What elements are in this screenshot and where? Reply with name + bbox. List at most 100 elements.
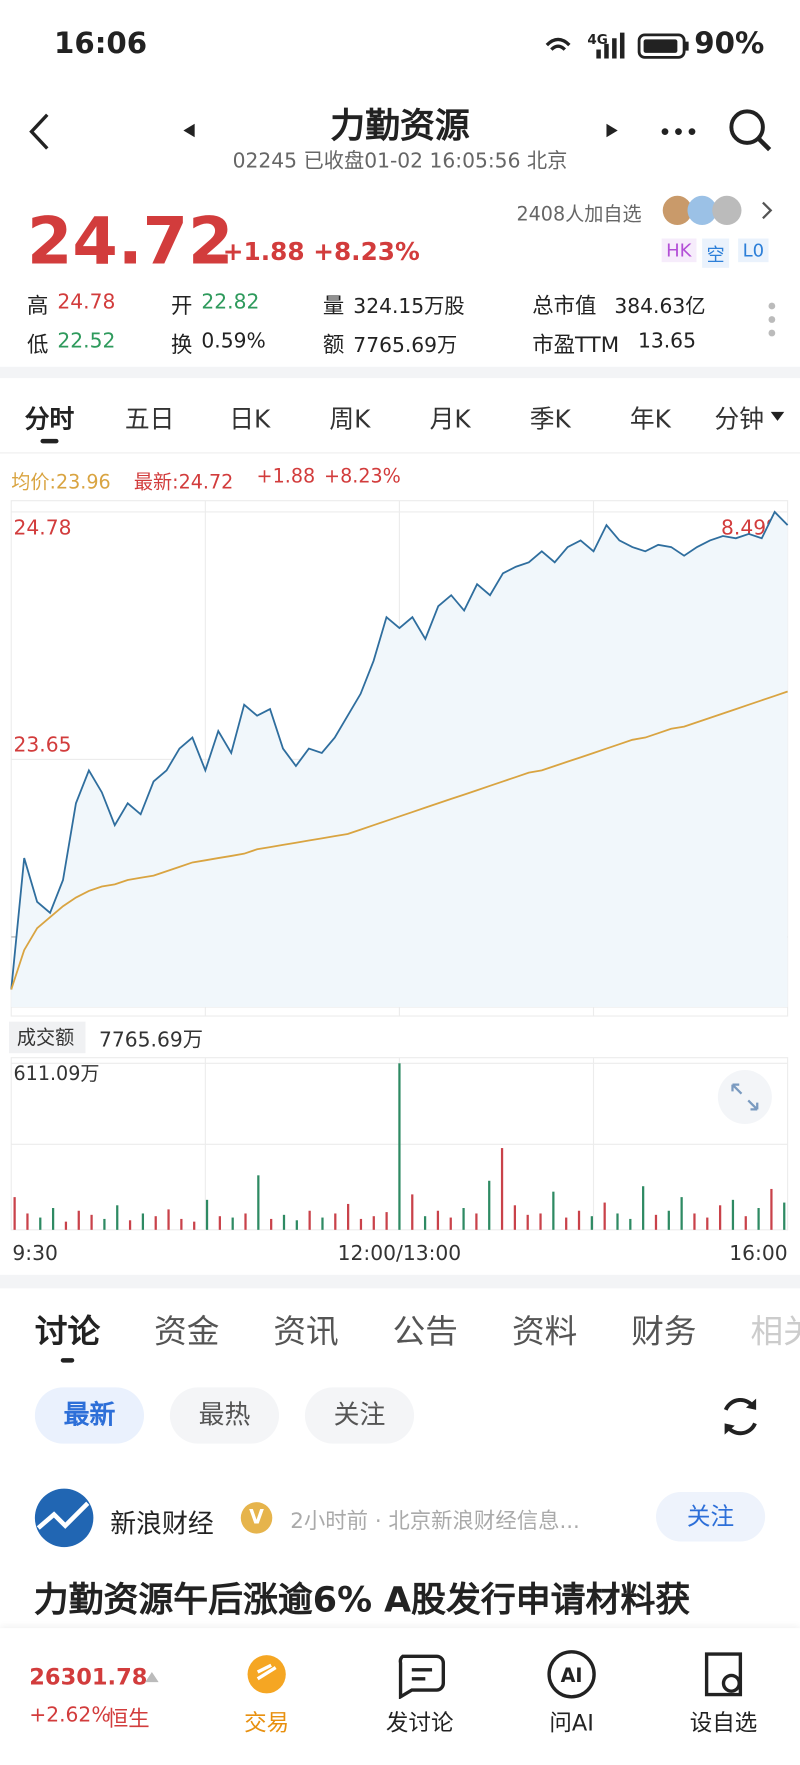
volume-bar [398, 1063, 401, 1230]
stat-label: 高 [27, 293, 49, 319]
badge: HK [661, 238, 696, 263]
author-avatar[interactable] [34, 1487, 97, 1550]
period-tab[interactable]: 季K [529, 406, 571, 435]
news-tab[interactable]: 公告 [392, 1311, 458, 1351]
battery-icon [637, 33, 689, 59]
filter-pill[interactable]: 关注 [304, 1387, 415, 1444]
stat-value: 13.65 [637, 329, 696, 354]
news-tab[interactable]: 财务 [631, 1311, 697, 1351]
nav-item[interactable]: 交易 [244, 1709, 290, 1737]
volume-bar [308, 1210, 311, 1230]
period-tab[interactable]: 分时 [24, 406, 75, 435]
tab-indicator [60, 1358, 75, 1363]
volume-bar [642, 1186, 645, 1230]
volume-bar [218, 1216, 221, 1230]
volume-bar [26, 1213, 29, 1230]
refresh-button[interactable] [716, 1392, 766, 1442]
nav-item[interactable]: 设自选 [689, 1709, 758, 1737]
volume-bar [423, 1216, 427, 1230]
period-tab[interactable]: 年K [629, 406, 671, 435]
svg-text:AI: AI [561, 1664, 583, 1687]
badge: L0 [738, 238, 769, 263]
stat-value: 24.78 [57, 290, 116, 314]
y-tick-label: 23.65 [14, 733, 72, 757]
stat-value: 324.15万股 [353, 294, 465, 319]
dropdown-icon[interactable] [770, 410, 786, 424]
period-tab[interactable]: 月K [429, 406, 471, 435]
follow-button[interactable]: 关注 [655, 1491, 766, 1542]
more-stats[interactable] [765, 302, 779, 340]
stat-label: 总市值 [532, 293, 597, 319]
nav-item[interactable]: 发讨论 [385, 1709, 454, 1737]
price-area [11, 511, 788, 1008]
volume-title-bg [9, 1021, 86, 1054]
volume-bar [718, 1205, 722, 1230]
stock-subtitle: 02245 已收盘01-02 16:05:56 北京 [232, 149, 568, 174]
volume-bar [141, 1213, 145, 1230]
volume-bar [590, 1216, 593, 1230]
volume-bar [205, 1199, 209, 1230]
volume-bar [526, 1214, 529, 1230]
divider [0, 366, 800, 379]
stat-label: 换 [171, 333, 193, 358]
news-tab[interactable]: 资料 [511, 1311, 578, 1351]
volume-bar [257, 1175, 260, 1230]
volume-bar [449, 1217, 452, 1230]
volume-bar [154, 1216, 157, 1230]
volume-bar [244, 1213, 247, 1230]
post-headline[interactable]: 力勤资源午后涨逾6% A股发行申请材料获 [33, 1579, 691, 1621]
expand-button[interactable] [717, 1070, 772, 1125]
volume-bar [552, 1191, 555, 1230]
volume-bar [347, 1203, 350, 1230]
news-tab[interactable]: 资讯 [273, 1311, 339, 1351]
volume-bar [757, 1208, 760, 1230]
volume-bar [462, 1208, 465, 1230]
status-battery: 90% [694, 27, 765, 61]
next-stock[interactable] [606, 123, 618, 138]
volume-bar [51, 1208, 55, 1230]
back-button[interactable] [29, 113, 49, 150]
volume-bar [616, 1213, 619, 1230]
volume-bar [603, 1202, 606, 1230]
stat-label: 低 [27, 333, 49, 358]
prev-stock[interactable] [183, 123, 195, 138]
up-arrow [145, 1672, 159, 1683]
badge: 空 [702, 238, 730, 268]
news-tab[interactable]: 相关 [750, 1311, 800, 1351]
volume-bar [334, 1213, 337, 1230]
author-name[interactable]: 新浪财经 [110, 1509, 214, 1540]
volume-bar [116, 1205, 119, 1230]
tab-indicator [40, 438, 59, 444]
volume-bar [193, 1221, 196, 1230]
filter-pill[interactable]: 最热 [169, 1387, 280, 1444]
stat-value: 22.82 [201, 290, 260, 314]
volume-bar [680, 1197, 683, 1230]
status-network: 4G [587, 31, 608, 48]
avg-label: 均价:23.96 [11, 471, 111, 494]
stat-label: 额 [322, 333, 345, 358]
volume-bar [629, 1218, 632, 1230]
price-change: +1.88 +8.23% [222, 238, 420, 267]
y-tick-label: 611.09万 [14, 1062, 100, 1085]
news-tab[interactable]: 资金 [154, 1311, 220, 1351]
post-meta: 2小时前 · 北京新浪财经信息... [290, 1508, 580, 1534]
volume-bar [436, 1210, 440, 1230]
volume-bar [513, 1205, 517, 1230]
more-button[interactable] [661, 128, 696, 136]
volume-title: 成交额 [17, 1026, 74, 1049]
nav-item[interactable]: 问AI [549, 1709, 594, 1737]
news-tab[interactable]: 讨论 [34, 1311, 101, 1351]
search-button[interactable] [729, 109, 772, 152]
latest-change: +1.88 [256, 465, 316, 489]
period-tab[interactable]: 日K [229, 406, 271, 435]
period-tab[interactable]: 周K [329, 406, 371, 435]
filter-pill[interactable]: 最新 [34, 1387, 145, 1444]
period-tab[interactable]: 分钟 [714, 406, 764, 435]
period-tab[interactable]: 五日 [124, 406, 175, 435]
status-icons [545, 32, 625, 59]
stat-label: 市盈TTM [532, 333, 620, 358]
volume-bar [744, 1216, 747, 1230]
stock-title: 力勤资源 [330, 105, 470, 147]
volume-bar [475, 1213, 478, 1230]
